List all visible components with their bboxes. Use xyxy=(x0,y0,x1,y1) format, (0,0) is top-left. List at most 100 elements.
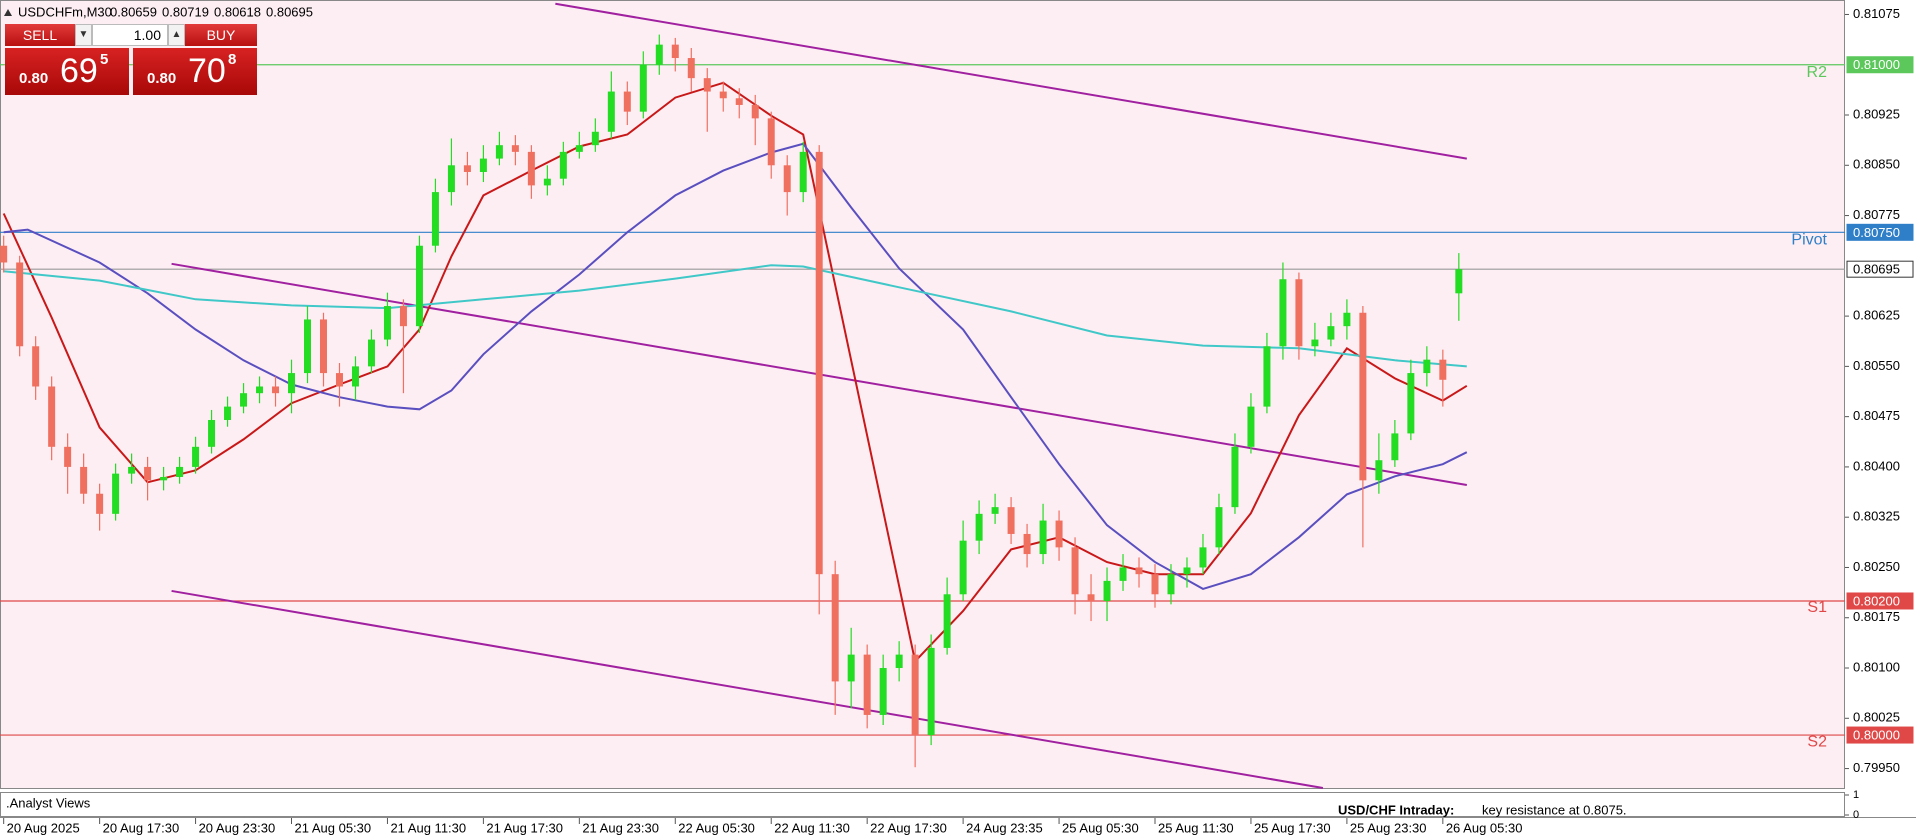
candle-body xyxy=(96,493,104,514)
subwindow-frame xyxy=(0,792,1845,817)
candle-body xyxy=(1199,547,1207,568)
candle-body xyxy=(1135,567,1143,575)
candle-body xyxy=(927,647,935,736)
candle-body xyxy=(559,151,567,179)
trade-panel: SELL ▼ 1.00 ▲ BUY 0.80 69 5 0.80 70 8 xyxy=(5,24,257,95)
candle-body xyxy=(1039,520,1047,555)
x-tick-label: 25 Aug 11:30 xyxy=(1158,820,1234,835)
ohlc-open: 0.80659 xyxy=(110,4,157,19)
plot-layer xyxy=(0,2,1845,789)
price-small: 8 xyxy=(228,51,237,68)
candle-body xyxy=(767,118,775,166)
level-name: R2 xyxy=(1807,64,1828,81)
candle-body xyxy=(192,446,200,467)
x-tick-label: 21 Aug 17:30 xyxy=(486,820,563,835)
lot-decrease[interactable]: ▼ xyxy=(75,24,92,46)
y-tick-label: 0.80325 xyxy=(1853,509,1900,524)
buy-price[interactable]: 0.80 70 8 xyxy=(133,48,257,95)
price-tag-label: 0.80000 xyxy=(1853,727,1900,742)
y-tick-label: 0.80775 xyxy=(1853,207,1900,222)
price-tag xyxy=(1846,223,1914,241)
candle-body xyxy=(879,668,887,715)
price-tag xyxy=(1846,260,1914,278)
price-tag xyxy=(1846,56,1914,74)
candle-body xyxy=(943,594,951,648)
lot-input[interactable]: 1.00 xyxy=(92,24,168,46)
candle-body xyxy=(1279,279,1287,347)
candle-body xyxy=(367,339,375,367)
price-big: 70 xyxy=(188,52,226,90)
candle-body xyxy=(959,540,967,595)
candle-body xyxy=(319,319,327,374)
candle-body xyxy=(240,393,248,407)
x-tick-label: 22 Aug 11:30 xyxy=(774,820,850,835)
symbol: USDCHFm,M30 xyxy=(18,4,112,19)
candle-body xyxy=(288,373,296,394)
price-small: 5 xyxy=(100,51,109,68)
x-tick-label: 21 Aug 23:30 xyxy=(582,820,659,835)
candle-body xyxy=(351,366,359,387)
candle-body xyxy=(703,78,711,92)
level-name: Pivot xyxy=(1791,232,1827,249)
candle-body xyxy=(1055,520,1063,548)
candle-body xyxy=(543,178,551,186)
y-tick-label: 0.80400 xyxy=(1853,458,1900,473)
candle-body xyxy=(80,466,88,494)
price-tag xyxy=(1846,726,1914,744)
price-prefix: 0.80 xyxy=(19,70,49,87)
candle-body xyxy=(1247,406,1255,447)
candle-body xyxy=(511,145,519,152)
trendline xyxy=(171,589,1324,789)
candle-body xyxy=(1231,446,1239,508)
candle-body xyxy=(1103,580,1111,601)
x-tick-label: 20 Aug 17:30 xyxy=(103,820,180,835)
candle-body xyxy=(687,58,695,79)
x-tick-label: 20 Aug 2025 xyxy=(7,820,80,835)
candle-body xyxy=(527,151,535,186)
sell-button[interactable]: SELL xyxy=(5,24,75,46)
candle-body xyxy=(1375,460,1383,481)
candle-body xyxy=(272,386,280,394)
plot-frame xyxy=(0,0,1845,789)
candle-body xyxy=(399,306,407,327)
x-tick-label: 25 Aug 23:30 xyxy=(1350,820,1427,835)
buy-button[interactable]: BUY xyxy=(185,24,257,46)
ohlc-low: 0.80618 xyxy=(214,4,261,19)
candle-body xyxy=(431,192,439,246)
moving-average xyxy=(2,81,1468,664)
sell-price[interactable]: 0.80 69 5 xyxy=(5,48,129,95)
price-tag-label: 0.80200 xyxy=(1853,593,1900,608)
ohlc-high: 0.80719 xyxy=(162,4,209,19)
candle-body xyxy=(0,245,8,263)
candle-body xyxy=(847,654,855,682)
candle-body xyxy=(815,151,823,575)
level-name: S2 xyxy=(1807,733,1827,750)
candle-body xyxy=(256,386,264,394)
level-name: S1 xyxy=(1807,599,1827,616)
sub-y-tick-label: 0 xyxy=(1853,809,1859,821)
candle-body xyxy=(1391,433,1399,461)
y-tick-label: 0.80550 xyxy=(1853,358,1900,373)
candle-body xyxy=(671,44,679,59)
candle-body xyxy=(1087,594,1095,601)
candle-body xyxy=(1327,326,1335,340)
candle-body xyxy=(447,165,455,193)
candle-body xyxy=(591,131,599,146)
candle-body xyxy=(911,654,919,736)
y-tick-label: 0.80850 xyxy=(1853,157,1900,172)
candle-body xyxy=(463,165,471,172)
candle-body xyxy=(1343,312,1351,327)
lot-increase[interactable]: ▲ xyxy=(168,24,185,46)
candle-body xyxy=(415,245,423,327)
x-tick-label: 26 Aug 05:30 xyxy=(1446,820,1523,835)
price-big: 69 xyxy=(60,52,98,90)
x-tick-label: 22 Aug 05:30 xyxy=(678,820,755,835)
trendline xyxy=(555,2,1467,160)
x-tick-label: 25 Aug 17:30 xyxy=(1254,820,1331,835)
plot-background xyxy=(0,0,1845,789)
candle-body xyxy=(176,466,184,477)
candle-body xyxy=(1215,507,1223,548)
y-tick-label: 0.80025 xyxy=(1853,710,1900,725)
candle-body xyxy=(719,91,727,99)
candle-body xyxy=(735,98,743,105)
